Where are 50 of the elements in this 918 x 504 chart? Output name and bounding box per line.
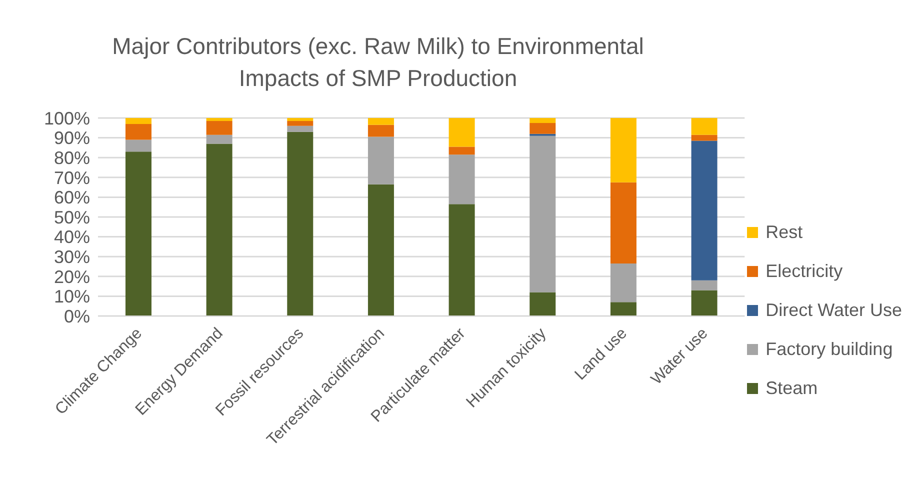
- y-tick-label: 60%: [54, 188, 90, 208]
- bar: [125, 124, 152, 140]
- bar: [287, 126, 314, 132]
- bar: [448, 154, 475, 204]
- bar: [530, 136, 556, 292]
- bar: [287, 118, 314, 121]
- bar: [448, 118, 475, 147]
- bar: [125, 140, 152, 152]
- bar: [610, 264, 636, 302]
- legend-label: Factory building: [766, 339, 893, 360]
- legend-label: Steam: [766, 378, 818, 399]
- bar: [448, 204, 475, 316]
- bar: [368, 136, 394, 184]
- bar: [368, 184, 394, 316]
- y-tick-label: 90%: [54, 128, 90, 148]
- legend-label: Electricity: [766, 261, 843, 282]
- bar: [125, 152, 152, 316]
- bar: [287, 132, 314, 316]
- bar: [691, 280, 718, 290]
- y-tick-label: 80%: [54, 148, 90, 168]
- y-tick-label: 20%: [54, 266, 90, 287]
- y-tick-label: 0%: [64, 306, 90, 326]
- bar: [448, 146, 475, 155]
- bar: [125, 118, 152, 124]
- y-tick-label: 70%: [54, 168, 90, 188]
- bar: [610, 302, 636, 316]
- bar: [691, 134, 718, 141]
- bar: [691, 290, 718, 316]
- bar: [691, 118, 718, 135]
- legend-label: Rest: [766, 222, 803, 243]
- bar: [206, 118, 232, 121]
- y-tick-label: 40%: [54, 227, 90, 248]
- bar: [206, 120, 232, 135]
- bar: [530, 122, 556, 134]
- bar: [691, 140, 718, 280]
- bar: [610, 182, 636, 264]
- y-tick-label: 10%: [54, 286, 90, 307]
- y-tick-label: 50%: [54, 207, 90, 228]
- bar: [206, 134, 232, 144]
- y-tick-label: 100%: [44, 108, 90, 128]
- bar: [530, 118, 556, 123]
- bar: [610, 118, 636, 182]
- legend-label: Direct Water Use: [766, 300, 902, 321]
- bar: [206, 144, 232, 316]
- bar: [287, 120, 314, 126]
- bar: [368, 118, 394, 125]
- bar: [368, 124, 394, 137]
- y-tick-label: 30%: [54, 246, 90, 267]
- bar: [530, 292, 556, 316]
- chart-title: Major Contributors (exc. Raw Milk) to Environmental Impacts of SMP Production: [111, 32, 645, 93]
